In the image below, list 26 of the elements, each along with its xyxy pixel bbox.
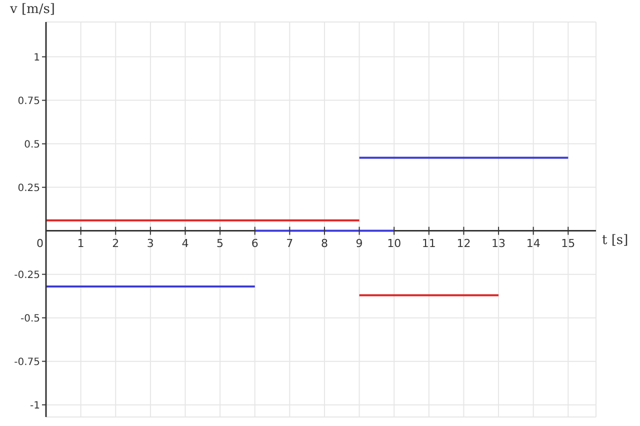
x-tick-label: 8 <box>320 236 328 250</box>
x-tick-label: 2 <box>112 236 120 250</box>
y-tick-label: 0.75 <box>18 96 40 107</box>
x-axis-title: t [s] <box>602 232 628 248</box>
y-tick-label: -1 <box>30 400 40 412</box>
x-tick-label: 15 <box>561 236 576 250</box>
x-tick-label: 7 <box>286 236 294 250</box>
x-tick-label: 13 <box>492 236 506 250</box>
y-tick-label: 0.25 <box>18 182 40 194</box>
x-tick-label: 6 <box>251 236 258 250</box>
x-tick-label: 0 <box>36 236 44 250</box>
x-tick-label: 5 <box>216 236 224 250</box>
y-axis-title: v [m/s] <box>10 2 55 17</box>
x-tick-label: 1 <box>77 236 84 250</box>
x-tick-label: 14 <box>526 236 540 250</box>
y-tick-label: 1 <box>34 52 40 64</box>
x-tick-label: 3 <box>146 236 154 250</box>
x-tick-label: 10 <box>387 236 402 250</box>
y-tick-label: -0.5 <box>20 313 40 324</box>
x-tick-label: 12 <box>456 236 471 250</box>
x-tick-label: 4 <box>182 236 189 250</box>
y-tick-label: -0.25 <box>14 270 40 281</box>
x-tick-label: 11 <box>422 236 436 250</box>
y-tick-label: -0.75 <box>14 356 40 368</box>
x-tick-label: 9 <box>356 236 363 250</box>
y-tick-label: 0.5 <box>24 139 40 150</box>
